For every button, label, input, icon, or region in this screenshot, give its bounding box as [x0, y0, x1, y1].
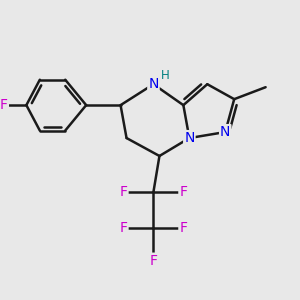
Text: H: H — [160, 69, 169, 82]
Text: F: F — [149, 254, 158, 268]
Text: F: F — [120, 221, 128, 235]
Text: F: F — [179, 185, 188, 199]
Text: F: F — [120, 185, 128, 199]
Text: F: F — [179, 221, 188, 235]
Text: F: F — [0, 98, 8, 112]
Text: N: N — [148, 77, 159, 91]
Text: N: N — [184, 131, 194, 145]
Text: N: N — [220, 125, 230, 139]
